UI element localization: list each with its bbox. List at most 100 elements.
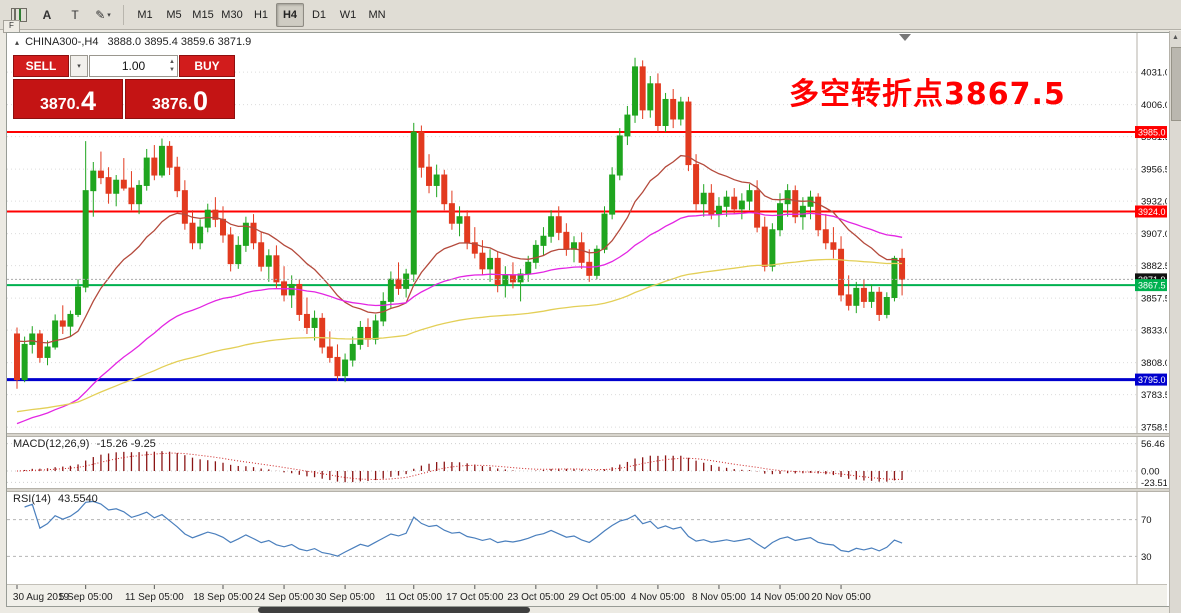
timeframe-w1-button[interactable]: W1 (339, 8, 357, 21)
buy-button[interactable]: BUY (179, 55, 235, 77)
price-tick-label: 4031.0 (1141, 68, 1167, 79)
rsi-svg[interactable]: 70 30 (7, 492, 1167, 584)
timeframe-mn-button[interactable]: MN (368, 8, 386, 21)
volume-input[interactable]: 1.00 ▲ ▼ (89, 55, 178, 77)
ma-slow-line[interactable] (16, 258, 903, 413)
price-tag-label: 3867.5 (1138, 281, 1166, 291)
price-tag (1135, 373, 1169, 386)
spin-down-icon[interactable]: ▼ (169, 67, 175, 73)
price-tag-label: 3795.0 (1138, 375, 1166, 385)
timeframe-m15-button[interactable]: M15 (192, 8, 214, 21)
price-tag-label: 3924.0 (1138, 207, 1166, 217)
chart-annotation-text: 多空转折点3867.5 (789, 77, 1066, 112)
time-tick-label: 4 Nov 05:00 (631, 592, 685, 603)
bottom-dark-bar (258, 607, 530, 613)
price-tick-label: 3907.0 (1141, 229, 1167, 240)
price-tick-label: 4006.0 (1141, 100, 1167, 111)
symbol-ohlc: 3888.0 3895.4 3859.6 3871.9 (107, 36, 252, 48)
buy-price-button[interactable]: 3876. 0 (125, 79, 235, 119)
macd-signal-line (16, 452, 903, 481)
volume-dropdown[interactable]: ▾ (70, 55, 88, 77)
price-tick-label: 3758.5 (1141, 423, 1167, 433)
symbol-name: CHINA300-,H4 (25, 36, 99, 48)
toolbar-separator (123, 4, 124, 25)
time-axis[interactable]: 30 Aug 2019 5 Sep 05:00 11 Sep 05:00 18 Sep… (7, 584, 1167, 606)
timeframe-h4-button[interactable]: H4 (276, 2, 304, 27)
collapse-icon[interactable]: ▴ (15, 38, 20, 47)
volume-value: 1.00 (121, 59, 146, 73)
macd-svg[interactable]: 56.46 0.00-23.51 (7, 437, 1168, 489)
chevron-down-icon: ▾ (107, 11, 111, 19)
scroll-up-icon[interactable]: ▲ (1172, 34, 1179, 41)
price-tag (1135, 279, 1169, 292)
price-tag (1135, 126, 1169, 139)
time-tick-label: 17 Oct 05:00 (446, 592, 504, 603)
macd-name: MACD(12,26,9) (13, 438, 90, 450)
macd-scale-label: 0.00 (1141, 467, 1160, 478)
one-click-trading-panel: SELL ▾ 1.00 ▲ ▼ BUY 3870. 4 3876. (13, 55, 235, 119)
buy-price-main: 3876. (151, 96, 192, 113)
time-tick-label: 30 Aug 2019 (13, 592, 70, 603)
time-tick-label: 11 Sep 05:00 (125, 592, 184, 603)
vertical-scrollbar[interactable]: ▲ (1169, 31, 1181, 613)
text-tool-glyph: T (71, 7, 79, 22)
toolbar: A T ✎ ▾ M1 M5 M15 M30 H1 H4 D1 W1 MN (0, 0, 1181, 30)
macd-panel[interactable]: MACD(12,26,9) -15.26 -9.25 56.46 0.00 -23.… (7, 437, 1168, 489)
rsi-level-label: 70 (1141, 515, 1152, 526)
timeframe-m30-button[interactable]: M30 (221, 8, 243, 21)
macd-values: -15.26 -9.25 (96, 438, 156, 450)
price-tick-label: 3833.0 (1141, 326, 1167, 337)
sell-button[interactable]: SELL (13, 55, 69, 77)
price-chart-svg[interactable]: 4031.04006.03981.53956.53932.03907.03882… (7, 33, 1170, 434)
time-tick-label: 23 Oct 05:00 (507, 592, 565, 603)
panel-splitter[interactable] (7, 488, 1169, 492)
time-tick-label: 8 Nov 05:00 (692, 592, 746, 603)
ma-fast-line[interactable] (16, 154, 903, 344)
chevron-down-icon: ▾ (77, 63, 81, 70)
time-tick-label: 29 Oct 05:00 (568, 592, 626, 603)
time-tick-label: 30 Sep 05:00 (315, 592, 375, 603)
macd-scale-label: -23.51 (1141, 478, 1167, 488)
scrollbar-thumb[interactable] (1171, 47, 1181, 121)
buy-price-big-digit: 0 (193, 86, 209, 117)
spin-up-icon[interactable]: ▲ (169, 59, 175, 65)
timeframe-h1-button[interactable]: H1 (253, 8, 269, 21)
sell-price-big-digit: 4 (81, 86, 97, 117)
macd-scale-label: 56.46 (1141, 439, 1165, 450)
price-tick-label: 3956.5 (1141, 165, 1167, 176)
rsi-level-label: 30 (1141, 552, 1152, 563)
rsi-label: RSI(14) 43.5540 (13, 493, 98, 505)
price-tick-label: 3932.0 (1141, 197, 1167, 208)
timeframe-m5-button[interactable]: M5 (166, 8, 182, 21)
shift-marker-icon[interactable] (899, 34, 911, 41)
pencil-icon: ✎ (95, 7, 106, 22)
price-tick-label: 3882.5 (1141, 261, 1167, 272)
time-tick-label: 11 Oct 05:00 (385, 592, 442, 603)
timeframe-d1-button[interactable]: D1 (311, 8, 327, 21)
draw-tool-button[interactable]: ✎ ▾ (90, 3, 116, 27)
price-tag-label: 3985.0 (1138, 128, 1166, 138)
rsi-line (24, 500, 903, 557)
price-tick-label: 3783.5 (1141, 390, 1167, 401)
panel-splitter[interactable] (7, 433, 1169, 437)
ma-medium-line[interactable] (16, 211, 903, 425)
label-tool-button[interactable]: A (34, 3, 60, 27)
sell-price-main: 3870. (39, 96, 80, 113)
price-chart-area[interactable]: 4031.04006.03981.53956.53932.03907.03882… (7, 33, 1170, 434)
price-tag (1135, 205, 1169, 218)
timeframe-m1-button[interactable]: M1 (137, 8, 153, 21)
time-tick-label: 24 Sep 05:00 (254, 592, 314, 603)
price-tick-label: 3808.0 (1141, 358, 1167, 369)
sell-price-button[interactable]: 3870. 4 (13, 79, 123, 119)
time-tick-label: 14 Nov 05:00 (750, 592, 810, 603)
text-tool-button[interactable]: T (62, 3, 88, 27)
rsi-panel[interactable]: RSI(14) 43.5540 70 30 (7, 492, 1167, 584)
price-tick-label: 3857.5 (1141, 294, 1167, 305)
label-tool-glyph: A (42, 7, 52, 22)
rsi-name: RSI(14) (13, 493, 51, 505)
volume-spinner[interactable]: ▲ ▼ (169, 58, 175, 74)
symbol-header: ▴ CHINA300-,H4 3888.0 3895.4 3859.6 3871… (15, 36, 251, 48)
time-tick-label: 18 Sep 05:00 (193, 592, 253, 603)
